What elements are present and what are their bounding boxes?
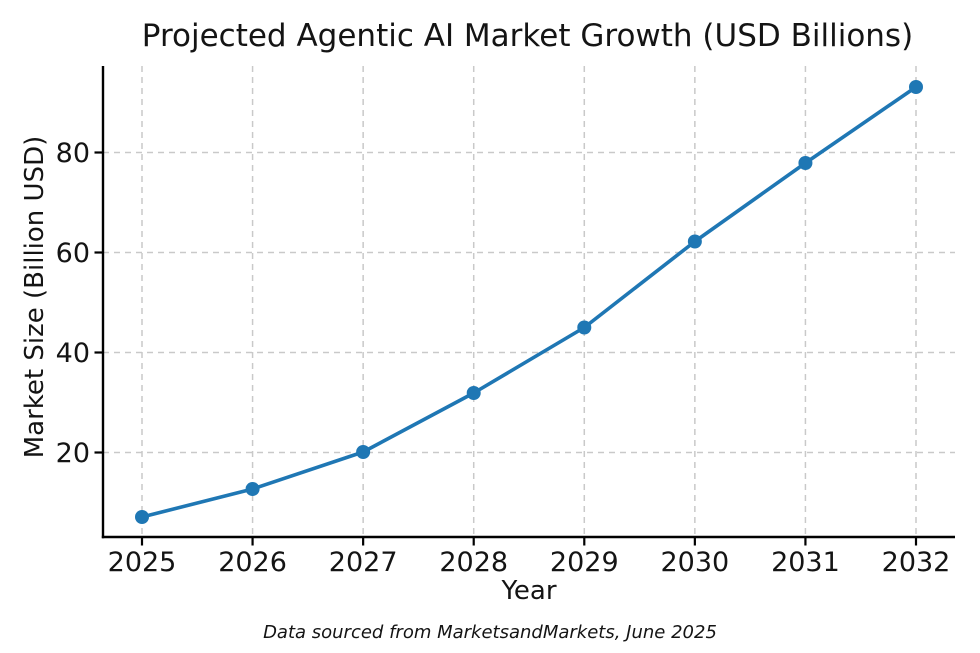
x-tick-label: 2026 <box>218 547 287 578</box>
data-point-marker <box>577 320 592 335</box>
x-tick-label: 2027 <box>329 547 398 578</box>
x-tick-label: 2030 <box>660 547 729 578</box>
data-point-marker <box>687 234 702 249</box>
series-line <box>140 85 918 519</box>
chart-title: Projected Agentic AI Market Growth (USD … <box>141 18 914 54</box>
x-tick-label: 2031 <box>771 547 840 578</box>
y-tick-label: 20 <box>56 438 90 469</box>
chart-caption: Data sourced from MarketsandMarkets, Jun… <box>263 622 717 643</box>
y-tick-label: 80 <box>56 138 90 169</box>
data-point-marker <box>909 80 923 94</box>
x-axis-title: Year <box>501 576 557 606</box>
x-tick-label: 2025 <box>108 547 177 578</box>
data-point-marker <box>798 156 813 170</box>
y-tick-label: 60 <box>56 238 90 269</box>
x-tick-label: 2032 <box>882 547 951 578</box>
x-tick-label: 2028 <box>439 547 508 578</box>
data-point-marker <box>466 386 481 400</box>
y-tick-label: 40 <box>56 338 90 369</box>
x-tick-label: 2029 <box>550 547 619 578</box>
data-point-marker <box>245 482 260 496</box>
data-point-marker <box>356 445 371 459</box>
data-point-marker <box>135 510 149 524</box>
